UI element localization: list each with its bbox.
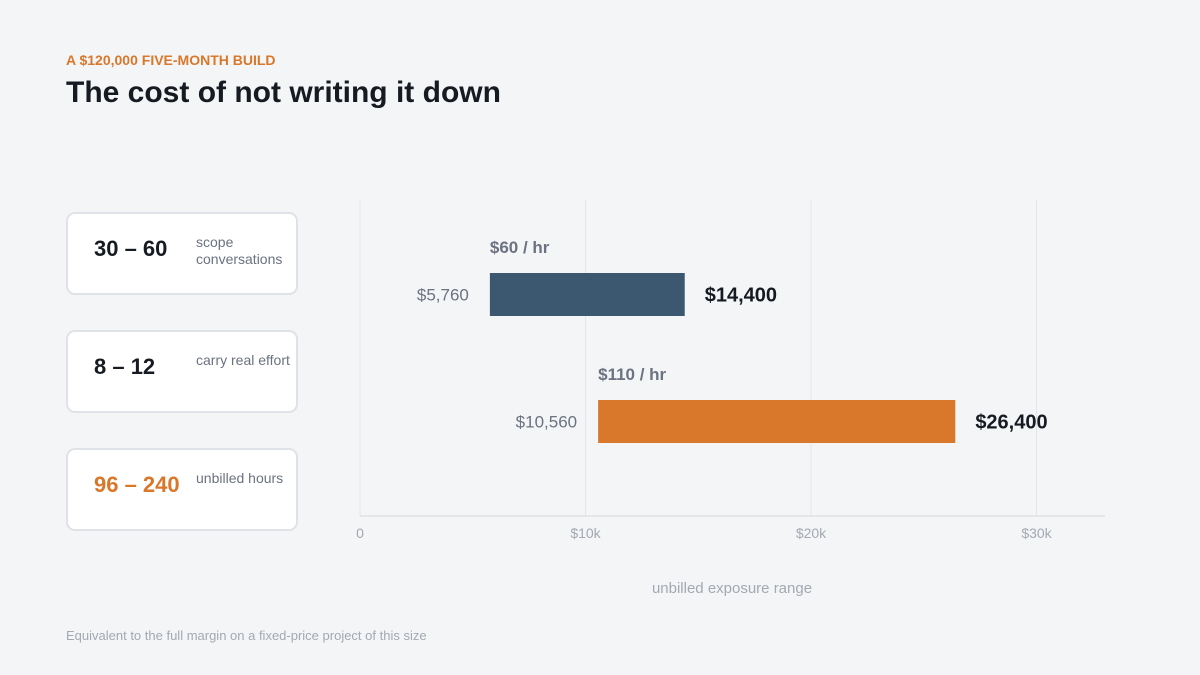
range-bar [489,273,685,316]
eyebrow: A $120,000 FIVE-MONTH BUILD [66,52,276,68]
series-label: $60 / hr [490,238,550,257]
low-value-label: $10,560 [516,413,577,432]
stat-card-hours: 96 – 240 unbilled hours [66,448,298,531]
stat-card-effort: 8 – 12 carry real effort [66,330,298,413]
x-axis-title: unbilled exposure range [652,580,812,597]
high-value-label: $14,400 [705,285,777,307]
x-tick-label: $30k [1021,525,1052,541]
low-value-label: $5,760 [417,286,469,305]
stat-label: carry real effort [196,352,290,368]
page-title: The cost of not writing it down [66,76,501,109]
high-value-label: $26,400 [975,412,1047,434]
range-bar [598,400,956,443]
x-tick-label: $10k [570,525,601,541]
stat-value: 30 – 60 [94,236,168,261]
series-label: $110 / hr [598,365,666,384]
x-tick-label: $20k [796,525,827,541]
stat-label: scope conversations [196,234,283,267]
stat-value: 8 – 12 [94,354,156,379]
stat-value: 96 – 240 [94,472,180,497]
stat-label: unbilled hours [196,470,284,486]
x-tick-label: 0 [356,525,364,541]
stat-card-conversations: 30 – 60 scope conversations [66,212,298,295]
footnote: Equivalent to the full margin on a fixed… [66,628,427,643]
